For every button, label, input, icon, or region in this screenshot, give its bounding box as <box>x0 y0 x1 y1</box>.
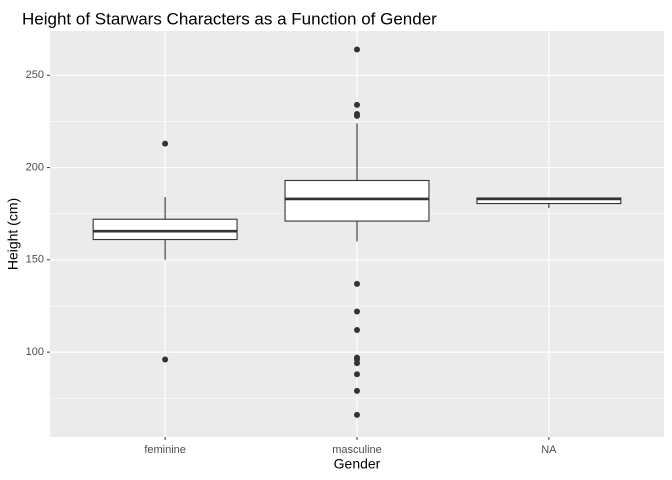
x-tick-label: feminine <box>144 444 186 456</box>
outlier-point <box>162 356 169 363</box>
outlier-point <box>354 360 360 367</box>
box-na <box>476 197 622 209</box>
y-tick-label: 250 <box>26 69 44 81</box>
x-tick-label: NA <box>541 444 557 456</box>
box-feminine <box>92 140 238 363</box>
outlier-point <box>354 280 360 287</box>
box-masculine <box>284 46 430 418</box>
iqr-box <box>284 179 430 222</box>
y-tick-label: 150 <box>26 254 44 266</box>
outlier-point <box>354 101 360 108</box>
box-layer <box>92 46 622 418</box>
axis-ticks: 100 150 200 250 feminine masculine NA <box>26 69 558 456</box>
x-axis-title: Gender <box>334 456 381 472</box>
chart-title: Height of Starwars Characters as a Funct… <box>22 9 437 28</box>
y-axis-title: Height (cm) <box>5 198 21 270</box>
outlier-point <box>354 371 360 378</box>
outlier-point <box>354 387 360 394</box>
outlier-point <box>354 308 360 315</box>
outlier-point <box>354 112 360 119</box>
outlier-point <box>354 46 360 53</box>
x-tick-label: masculine <box>332 444 382 456</box>
outlier-point <box>354 411 360 418</box>
y-tick-label: 100 <box>26 346 44 358</box>
outlier-point <box>162 140 169 147</box>
iqr-box <box>92 218 238 241</box>
y-tick-label: 200 <box>26 161 44 173</box>
outlier-point <box>354 326 360 333</box>
